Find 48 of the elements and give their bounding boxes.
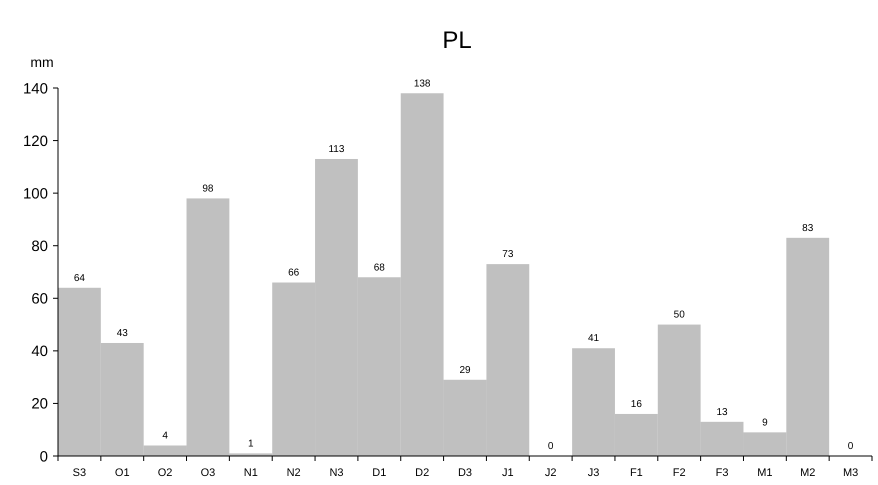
x-tick-label: D1: [372, 467, 386, 479]
data-label: 68: [374, 262, 386, 274]
x-tick-label: D3: [458, 467, 472, 479]
x-tick-label: S3: [72, 467, 86, 479]
x-tick-label: J2: [544, 467, 556, 479]
data-label: 43: [116, 328, 128, 339]
y-tick-label: 100: [22, 185, 48, 202]
data-label: 0: [848, 441, 854, 452]
data-label: 29: [459, 364, 471, 376]
y-tick-label: 0: [40, 448, 48, 466]
x-tick-label: O1: [114, 467, 130, 479]
data-label: 0: [548, 441, 554, 452]
y-tick-label: 60: [31, 290, 48, 308]
data-label: 16: [630, 398, 642, 410]
data-label: 113: [328, 144, 345, 155]
y-tick-label: 140: [22, 80, 48, 98]
data-label: 83: [802, 222, 814, 234]
x-tick-label: M3: [842, 467, 858, 479]
x-tick-label: M2: [800, 467, 816, 479]
y-tick-label: 20: [31, 396, 48, 413]
x-tick-label: J3: [588, 467, 600, 479]
x-tick-label: F3: [716, 467, 728, 479]
data-label: 138: [414, 78, 431, 90]
x-tick-label: F1: [630, 467, 643, 479]
y-tick-label: 40: [31, 343, 48, 360]
x-tick-label: N2: [286, 467, 301, 479]
x-tick-label: D2: [415, 467, 430, 479]
y-tick-label: 80: [31, 238, 48, 255]
chart-title: PL: [442, 27, 472, 54]
x-tick-label: F2: [672, 467, 686, 479]
data-label: 9: [762, 417, 768, 428]
y-axis-title: mm: [30, 54, 54, 70]
data-label: 13: [716, 406, 728, 418]
x-tick-label: O3: [200, 467, 216, 479]
data-label: 41: [588, 333, 600, 344]
x-tick-label: J1: [502, 467, 514, 479]
y-tick-label: 120: [22, 132, 48, 150]
data-label: 4: [162, 430, 168, 442]
x-tick-label: O2: [158, 467, 172, 479]
data-label: 1: [248, 438, 254, 450]
data-label: 66: [288, 268, 300, 279]
data-label: 50: [674, 310, 686, 321]
data-label: 98: [202, 183, 214, 194]
x-tick-label: N3: [329, 467, 344, 479]
x-tick-label: M1: [757, 467, 773, 479]
data-label: 64: [74, 272, 86, 284]
data-label: 73: [502, 249, 514, 260]
x-tick-label: N1: [244, 467, 258, 479]
